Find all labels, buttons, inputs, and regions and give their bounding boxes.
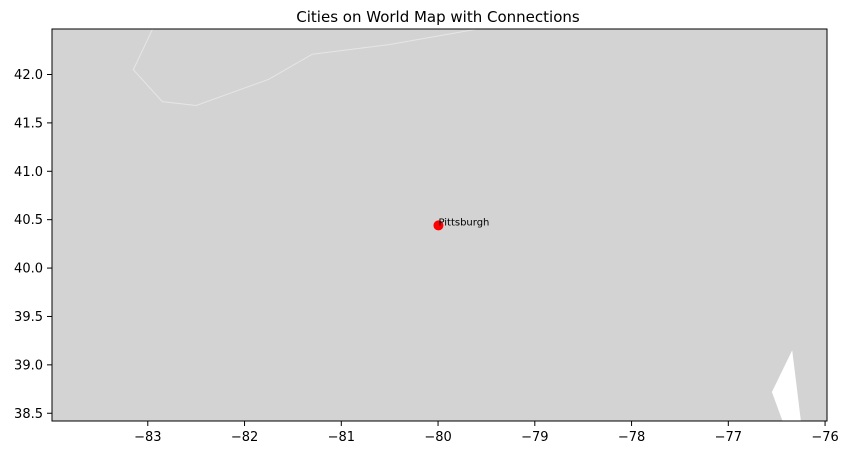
chesapeake-bay-water (771, 350, 801, 421)
y-tick-label: 39.0 (14, 358, 43, 373)
y-tick-label: 40.5 (14, 213, 43, 228)
y-tick-label: 39.5 (14, 310, 43, 325)
lake-erie-shoreline (132, 28, 477, 107)
x-axis: −83 −82 −81 −80 −79 −78 −77 −76 (134, 421, 839, 445)
x-tick-label: −82 (231, 430, 258, 445)
y-tick-label: 38.5 (14, 407, 43, 422)
chart-title: Cities on World Map with Connections (296, 8, 580, 26)
geo-features (132, 28, 801, 421)
city-marker (433, 220, 444, 231)
x-tick-label: −77 (715, 430, 742, 445)
city-label: Pittsburgh (438, 217, 489, 228)
city-points: Pittsburgh (433, 217, 489, 231)
x-tick-label: −81 (328, 430, 355, 445)
y-tick-label: 42.0 (14, 68, 43, 83)
x-tick-label: −80 (424, 430, 451, 445)
x-tick-label: −83 (134, 430, 161, 445)
plot-frame (51, 28, 828, 422)
y-tick-label: 41.5 (14, 116, 43, 131)
y-tick-label: 41.0 (14, 165, 43, 180)
x-tick-label: −79 (521, 430, 548, 445)
x-tick-label: −76 (811, 430, 838, 445)
x-tick-label: −78 (618, 430, 645, 445)
y-tick-label: 40.0 (14, 262, 43, 277)
y-axis: 38.5 39.0 39.5 40.0 40.5 41.0 41.5 42.0 (14, 68, 52, 422)
